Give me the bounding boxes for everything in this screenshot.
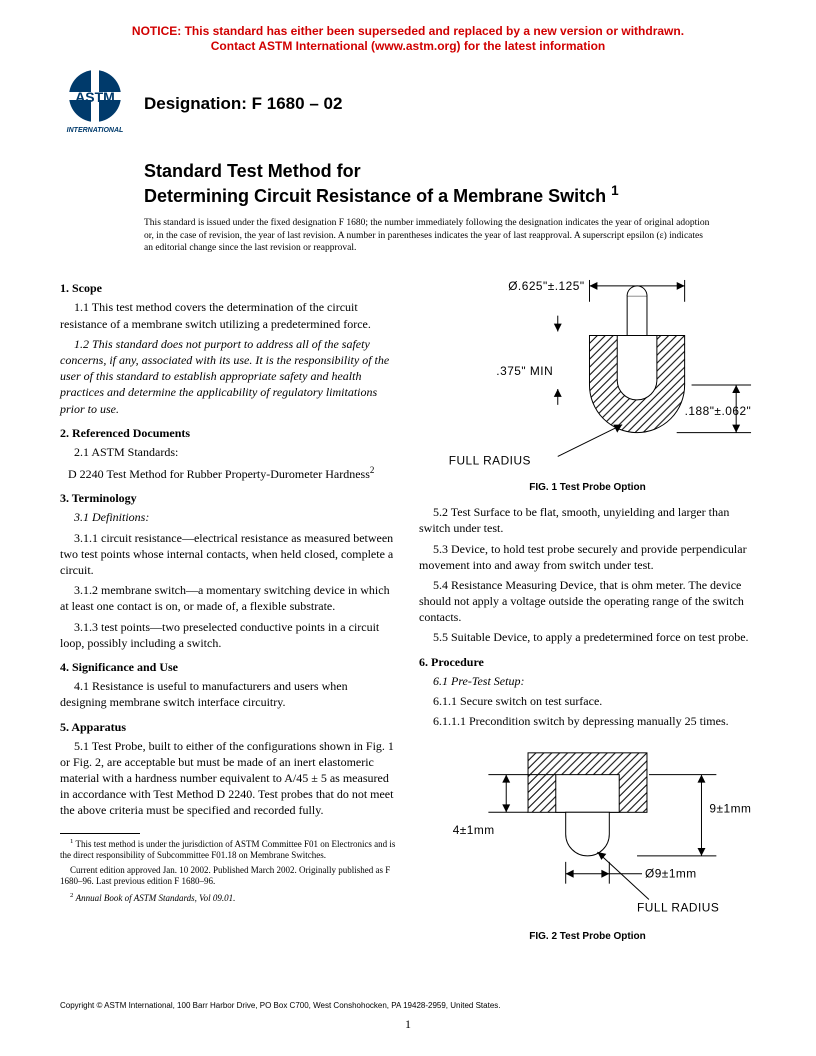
fig1-min-label: .375" MIN [496,364,553,378]
page: NOTICE: This standard has either been su… [0,0,816,1056]
fig2-gap-label: 4±1mm [453,824,495,838]
para-1-1: 1.1 This test method covers the determin… [60,299,397,331]
footnote-rule [60,833,140,834]
section-6-head: 6. Procedure [419,654,756,670]
title-block: Standard Test Method for Determining Cir… [144,161,756,207]
column-right: Ø.625"±.125" .375" MIN [419,272,756,953]
para-3-1-1: 3.1.1 circuit resistance—electrical resi… [60,530,397,579]
para-1-2: 1.2 This standard does not purport to ad… [60,336,397,417]
body-columns: 1. Scope 1.1 This test method covers the… [60,272,756,953]
ref-d2240: D 2240 Test Method for Rubber Property-D… [60,464,397,482]
section-5-head: 5. Apparatus [60,719,397,735]
notice-line-1: NOTICE: This standard has either been su… [132,24,684,38]
figure-2-caption: FIG. 2 Test Probe Option [419,930,756,944]
para-6-1-1: 6.1.1 Secure switch on test surface. [419,693,756,709]
para-6-1: 6.1 Pre-Test Setup: [419,673,756,689]
para-4-1: 4.1 Resistance is useful to manufacturer… [60,678,397,710]
fig2-dia-label: Ø9±1mm [645,867,697,881]
para-5-1: 5.1 Test Probe, built to either of the c… [60,738,397,819]
para-5-4: 5.4 Resistance Measuring Device, that is… [419,577,756,626]
figure-1-caption: FIG. 1 Test Probe Option [419,481,756,495]
notice-line-2: Contact ASTM International (www.astm.org… [211,39,605,53]
para-5-2: 5.2 Test Surface to be flat, smooth, uny… [419,504,756,536]
para-3-1: 3.1 Definitions: [60,509,397,525]
logo-text: ASTM [75,89,115,105]
fig1-dia-label: Ø.625"±.125" [508,279,584,293]
section-4-head: 4. Significance and Use [60,659,397,675]
footnote-2: 2 Annual Book of ASTM Standards, Vol 09.… [60,892,397,904]
para-6-1-1-1: 6.1.1.1 Precondition switch by depressin… [419,713,756,729]
fig1-radius-label: FULL RADIUS [449,454,531,468]
para-3-1-2: 3.1.2 membrane switch—a momentary switch… [60,582,397,614]
para-5-3: 5.3 Device, to hold test probe securely … [419,541,756,573]
title-footnote-ref: 1 [611,183,619,198]
notice-banner: NOTICE: This standard has either been su… [60,24,756,54]
astm-logo: ASTM INTERNATIONAL [60,66,130,141]
fig2-radius-label: FULL RADIUS [637,901,719,915]
page-number: 1 [0,1017,816,1032]
section-3-head: 3. Terminology [60,490,397,506]
figure-1: Ø.625"±.125" .375" MIN [419,276,756,494]
header-row: ASTM INTERNATIONAL Designation: F 1680 –… [60,66,756,141]
fig2-h-label: 9±1mm [709,802,751,816]
logo-sub: INTERNATIONAL [67,127,124,134]
para-3-1-3: 3.1.3 test points—two preselected conduc… [60,619,397,651]
designation: Designation: F 1680 – 02 [144,94,342,114]
fig1-tip-label: .188"±.062" [685,404,752,418]
title-line-1: Standard Test Method for [144,161,756,183]
issuance-note: This standard is issued under the fixed … [144,217,714,254]
copyright-line: Copyright © ASTM International, 100 Barr… [60,1001,501,1010]
section-1-head: 1. Scope [60,280,397,296]
para-2-1: 2.1 ASTM Standards: [60,444,397,460]
column-left: 1. Scope 1.1 This test method covers the… [60,272,397,953]
section-2-head: 2. Referenced Documents [60,425,397,441]
footnote-1b: Current edition approved Jan. 10 2002. P… [60,865,397,888]
figure-2: 4±1mm 9±1mm Ø9±1mm [419,735,756,943]
para-5-5: 5.5 Suitable Device, to apply a predeter… [419,629,756,645]
title-line-2: Determining Circuit Resistance of a Memb… [144,183,756,208]
footnote-1: 1 This test method is under the jurisdic… [60,838,397,862]
